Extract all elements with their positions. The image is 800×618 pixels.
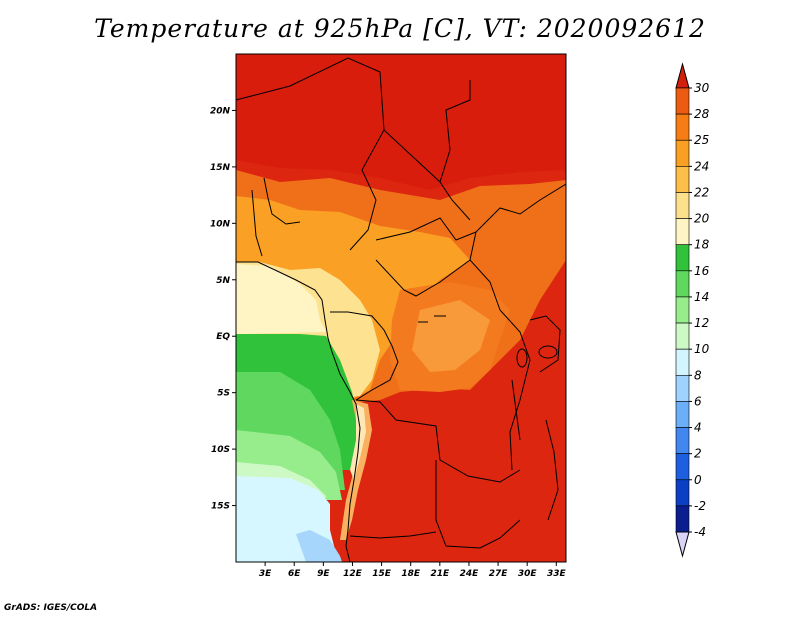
border-line <box>529 315 561 373</box>
colorbar-label: 18 <box>694 238 710 252</box>
colorbar-label: 0 <box>694 473 702 487</box>
colorbar-label: 30 <box>694 81 710 95</box>
border-line <box>349 531 437 539</box>
colorbar-box <box>675 87 690 115</box>
border-line <box>435 460 521 549</box>
border-line <box>545 419 559 521</box>
lat-tick-label: 10N <box>210 219 231 229</box>
lon-tick-label: 18E <box>401 569 421 579</box>
temperature-field <box>236 54 566 562</box>
lat-tick-label: 5S <box>217 389 230 399</box>
colorbar-label: 12 <box>694 316 709 330</box>
colorbar-box <box>675 401 690 428</box>
colorbar-label: 8 <box>694 368 702 382</box>
colorbar-box <box>675 244 690 272</box>
latitude-axis: 20N 15N 10N 5N EQ 5S 10S 15S <box>210 106 236 512</box>
colorbar-box <box>675 427 690 454</box>
colorbar-box <box>675 322 690 350</box>
colorbar-box <box>675 270 690 298</box>
colorbar-label: 2 <box>694 447 702 461</box>
colorbar-box <box>675 479 690 507</box>
colorbar-label: 25 <box>694 133 709 147</box>
country-borders <box>236 57 566 562</box>
colorbar-box <box>675 139 690 167</box>
colorbar-label: -2 <box>694 499 706 513</box>
lat-tick-label: 15N <box>210 163 231 173</box>
colorbar-top-arrow <box>675 62 690 89</box>
colorbar-label: 24 <box>694 159 709 173</box>
lon-tick-label: 15E <box>372 569 392 579</box>
border-line <box>375 217 477 241</box>
border-line <box>469 183 566 311</box>
colorbar-label: 14 <box>694 290 709 304</box>
coastline <box>236 261 361 562</box>
colorbar-label: -4 <box>694 525 706 539</box>
lat-tick-label: 15S <box>211 502 230 512</box>
field-congo-light <box>412 300 490 372</box>
field-coast-pale <box>350 404 366 480</box>
border-line <box>355 399 521 483</box>
colorbar-label: 16 <box>694 264 710 278</box>
map-frame <box>235 53 567 563</box>
lon-tick-label: 6E <box>288 569 301 579</box>
lon-tick-label: 27E <box>489 569 509 579</box>
longitude-axis: 3E 6E 9E 12E 15E 18E 21E 24E 27E 30E 33E <box>259 562 567 579</box>
border-line <box>251 189 263 257</box>
lat-tick-label: 5N <box>216 276 230 286</box>
colorbar-label: 6 <box>694 394 702 408</box>
lon-tick-label: 33E <box>547 569 567 579</box>
border-line <box>439 80 471 183</box>
lon-tick-label: 9E <box>317 569 330 579</box>
lakes <box>418 315 558 441</box>
lon-tick-label: 30E <box>518 569 538 579</box>
colorbar-box <box>675 296 690 324</box>
colorbar-label: 28 <box>694 107 710 121</box>
colorbar-bottom-arrow <box>675 531 690 558</box>
border-line <box>375 259 471 297</box>
colorbar-box <box>675 192 690 219</box>
colorbar-label: 22 <box>694 185 709 199</box>
colorbar-label: 4 <box>694 421 702 435</box>
colorbar-box <box>675 218 690 246</box>
lat-tick-label: EQ <box>216 332 230 342</box>
border-line <box>330 311 399 401</box>
lon-tick-label: 12E <box>343 569 363 579</box>
field-ocean-6 <box>296 530 342 562</box>
colorbar-label: 10 <box>694 342 710 356</box>
colorbar-box <box>675 113 690 141</box>
colorbar-box <box>675 505 690 533</box>
border-line <box>263 177 301 225</box>
colorbar-box <box>675 374 690 402</box>
lon-tick-label: 21E <box>430 569 450 579</box>
border-line <box>383 129 471 221</box>
border-line <box>499 309 531 471</box>
lon-tick-label: 24E <box>460 569 480 579</box>
colorbar-box <box>675 348 690 376</box>
colorbar-box <box>675 166 690 193</box>
lat-tick-label: 10S <box>211 445 230 455</box>
lat-tick-label: 20N <box>210 106 231 116</box>
field-north-red <box>236 54 566 190</box>
field-band-18 <box>236 264 326 334</box>
lon-tick-label: 3E <box>259 569 272 579</box>
colorbar-label: 20 <box>694 212 710 226</box>
grads-credit: GrADS: IGES/COLA <box>4 603 98 613</box>
colorbar-box <box>675 453 690 481</box>
chart-title: Temperature at 925hPa [C], VT: 202009261… <box>94 14 706 43</box>
